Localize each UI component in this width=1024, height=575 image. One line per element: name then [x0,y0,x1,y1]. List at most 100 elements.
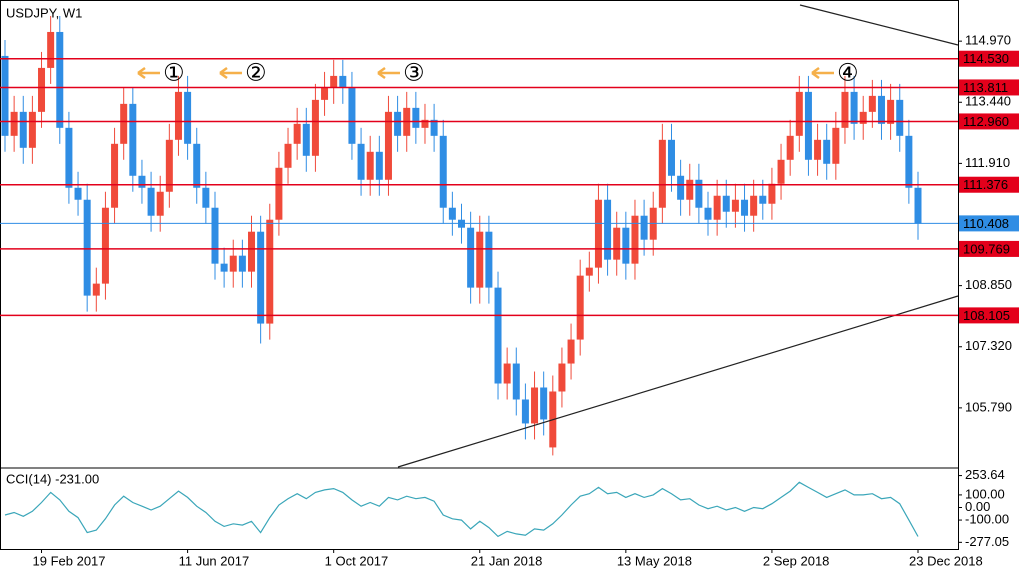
candle-body [832,127,840,164]
y-tick-label: 114.970 [965,33,1011,48]
y-tick-label: 253.64 [965,467,1005,482]
level-label: 111.376 [963,177,1008,192]
candle-body [485,231,493,288]
candle-body [266,219,274,324]
candle-body [594,199,602,268]
candle-body [19,111,27,148]
x-tick-label: 19 Feb 2017 [33,553,106,568]
candle-body [759,195,767,204]
candle-body [768,183,776,204]
candle-body [184,91,192,144]
x-tick-label: 21 Jan 2018 [471,553,543,568]
level-label: 114.530 [963,51,1009,66]
candle-body [658,139,666,208]
candle-body [741,199,749,216]
candle-body [448,207,456,220]
level-label-box [959,50,1019,67]
candle-body [585,267,593,276]
candle-body [311,99,319,156]
annotation: ③ [377,59,425,86]
candle-body [10,111,18,136]
candle-body [695,179,703,208]
candle-body [887,99,895,124]
candle-body [640,215,648,240]
candle-body [193,143,201,188]
candle-body [92,283,100,296]
x-tick-label: 11 Jun 2017 [179,553,250,568]
candle-body [850,91,858,124]
x-tick-label: 2 Sep 2018 [763,553,830,568]
candle-body [795,91,803,136]
candle-body [357,143,365,180]
candle-body [156,191,164,216]
candle-body [622,227,630,264]
candle-body [138,175,146,188]
candle-body [330,75,338,88]
candle-body [129,103,137,176]
candle-body [814,139,822,160]
candle-body [613,227,621,260]
candle-body [804,91,812,160]
candle-body [174,91,182,140]
candle-body [202,187,210,208]
y-tick-label: 107.320 [965,338,1012,353]
indicator-title: CCI(14) -231.00 [6,471,99,486]
current-price-label: 110.408 [963,216,1009,231]
candle-body [512,363,520,400]
level-label-box [959,113,1019,130]
candle-body [339,75,347,88]
annotation-label: ② [245,59,267,86]
candle-body [631,215,639,264]
y-tick-label: 100.00 [965,486,1005,501]
candle-body [348,87,356,144]
level-label: 109.769 [963,241,1010,256]
candle-body [220,263,228,272]
candle-body [896,99,904,136]
candle-body [47,31,55,68]
candle-body [877,95,885,124]
candle-body [238,255,246,272]
candle-body [540,387,548,420]
candle-body [686,179,694,200]
candle-body [786,135,794,160]
annotation-label: ④ [837,59,859,86]
candle-body [558,363,566,392]
candle-body [101,207,109,284]
candle-body [914,187,922,224]
candle-body [421,119,429,128]
candle-body [56,31,64,128]
annotation-arrow [137,66,160,80]
chart-title: USDJPY, W1 [6,5,82,20]
candle-body [165,139,173,192]
annotation-arrow [377,66,400,80]
y-tick-label: 105.790 [965,399,1012,414]
level-label-box [959,176,1019,193]
candle-body [531,387,539,424]
candle-body [275,167,283,220]
candle-body [722,195,730,212]
candle-body [293,123,301,144]
y-tick-label: 111.910 [965,155,1010,170]
candle-body [859,111,867,124]
candle-body [384,111,392,180]
candle-body [38,67,46,112]
candle-body [667,139,675,176]
candle-body [111,143,119,208]
candle-body [467,227,475,288]
x-tick-label: 13 May 2018 [617,553,692,568]
annotation-arrow [219,66,242,80]
candle-body [503,363,511,384]
candle-body [321,87,329,100]
annotation: ④ [811,59,859,86]
candle-body [74,187,82,200]
candle-body [567,339,575,364]
trend-line [397,295,959,468]
candle-body [521,399,529,424]
level-label: 108.105 [963,308,1010,323]
annotation: ② [219,59,267,86]
y-tick-label: 0.00 [965,499,990,514]
candle-body [476,231,484,288]
annotation-arrow [811,66,834,80]
candle-body [704,207,712,220]
